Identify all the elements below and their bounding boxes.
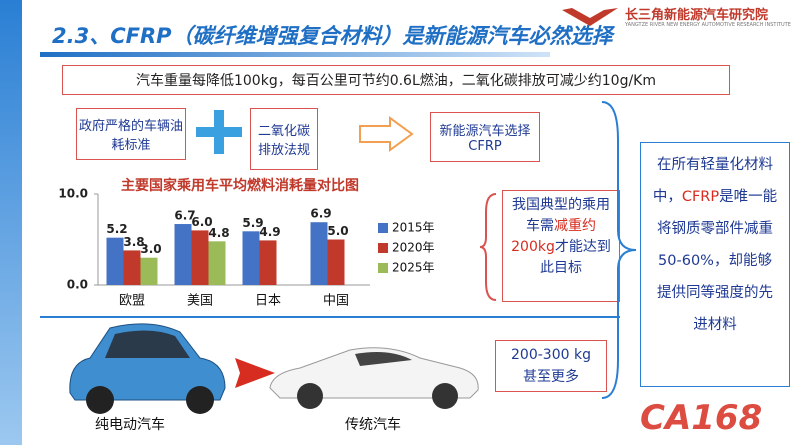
claim-text: 是唯一能将钢质零部件减重50-60%，却能够提供同等强度的先进材料 bbox=[657, 189, 778, 333]
data-label: 6.0 bbox=[191, 215, 212, 229]
policy-box: 政府严格的车辆油耗标准 bbox=[76, 108, 186, 160]
data-label: 6.7 bbox=[174, 209, 195, 223]
brace bbox=[479, 193, 497, 301]
logo-mark bbox=[562, 8, 618, 26]
car-illustrations bbox=[69, 323, 479, 414]
data-label: 3.8 bbox=[123, 235, 144, 249]
x-tick-label: 美国 bbox=[187, 294, 213, 309]
right-bracket bbox=[601, 101, 637, 399]
chart: 主要国家乘用车平均燃料消耗量对比图 0.0 10.0 欧盟 5.23.83.0 美国 6.… bbox=[58, 177, 435, 309]
bar bbox=[174, 224, 192, 285]
divider bbox=[40, 316, 620, 318]
y-tick-label: 0.0 bbox=[67, 278, 88, 292]
bar bbox=[191, 230, 209, 285]
bar bbox=[208, 241, 226, 285]
chart-title: 主要国家乘用车平均燃料消耗量对比图 bbox=[121, 177, 359, 194]
target-box: 我国典型的乘用车需减重约200kg才能达到此目标 bbox=[502, 190, 620, 302]
bar bbox=[327, 239, 345, 285]
legend-swatch bbox=[378, 263, 388, 273]
bar bbox=[140, 257, 158, 285]
data-label: 4.9 bbox=[259, 225, 280, 239]
logo-subtext: YANGTZE RIVER NEW ENERGY AUTOMOTIVE RESE… bbox=[625, 22, 791, 28]
legend-swatch bbox=[378, 223, 388, 233]
legend-label: 2025年 bbox=[392, 261, 435, 275]
claim-highlight: CFRP bbox=[681, 189, 720, 205]
title-rule bbox=[40, 52, 550, 57]
emission-box: 二氧化碳排放法规 bbox=[250, 108, 318, 170]
bar bbox=[242, 231, 260, 285]
watermark: CA168 bbox=[640, 398, 763, 438]
legend-swatch bbox=[378, 243, 388, 253]
x-tick-label: 欧盟 bbox=[119, 294, 145, 309]
car-label: 纯电动汽车 bbox=[95, 417, 165, 433]
target-text: 才能达到此目标 bbox=[540, 239, 611, 276]
plus-v bbox=[214, 110, 224, 154]
data-label: 6.9 bbox=[310, 207, 331, 221]
target-text: 我国典型的乘用车需 bbox=[512, 197, 610, 234]
car-label: 传统汽车 bbox=[345, 417, 401, 433]
data-label: 4.8 bbox=[208, 226, 229, 240]
slide-title: 2.3、CFRP（碳纤维增强复合材料）是新能源汽车必然选择 bbox=[52, 24, 613, 48]
data-label: 5.2 bbox=[106, 222, 127, 236]
weight-line: 200-300 kg bbox=[511, 347, 591, 363]
data-label: 5.9 bbox=[242, 216, 263, 230]
legend-label: 2015年 bbox=[392, 221, 435, 235]
data-label: 3.0 bbox=[140, 242, 161, 256]
y-tick-label: 10.0 bbox=[58, 187, 88, 201]
arrow-1 bbox=[359, 116, 414, 152]
x-tick-label: 中国 bbox=[323, 294, 349, 309]
claim-text: 在所有轻量化材料中， bbox=[652, 157, 773, 205]
weight-box: 200-300 kg 甚至更多 bbox=[495, 340, 607, 392]
legend-label: 2020年 bbox=[392, 241, 435, 255]
logo-text: 长三角新能源汽车研究院 bbox=[625, 8, 769, 23]
x-tick-label: 日本 bbox=[255, 294, 281, 309]
bar bbox=[310, 222, 328, 285]
side-strip bbox=[0, 0, 22, 445]
claim-box: 在所有轻量化材料中，CFRP是唯一能将钢质零部件减重50-60%，却能够提供同等… bbox=[640, 142, 790, 387]
bar bbox=[106, 237, 124, 285]
bar bbox=[123, 250, 141, 285]
bar bbox=[259, 240, 277, 285]
target-highlight: 减重约200kg bbox=[511, 218, 596, 255]
weight-line: 甚至更多 bbox=[523, 369, 579, 385]
banner: 汽车重量每降低100kg，每百公里可节约0.6L燃油，二氧化碳排放可减少约10g… bbox=[62, 65, 730, 95]
data-label: 5.0 bbox=[327, 224, 348, 238]
result-box: 新能源汽车选择CFRP bbox=[430, 112, 540, 162]
